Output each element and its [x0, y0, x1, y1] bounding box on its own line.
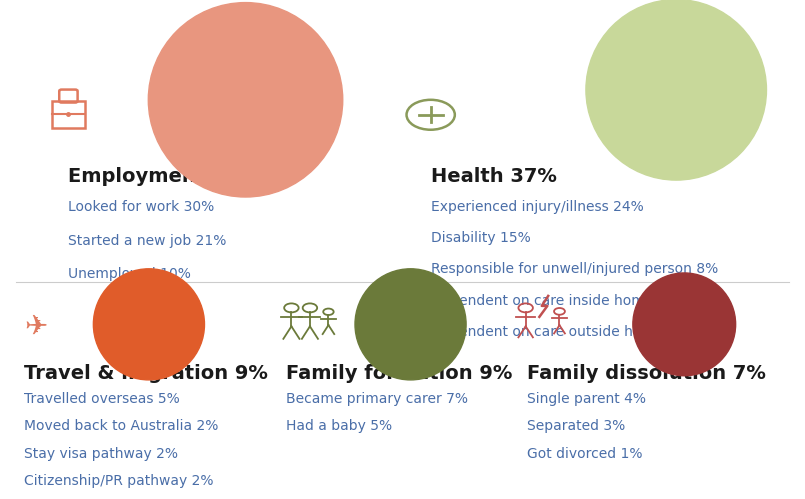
Text: Unemployed 10%: Unemployed 10% — [68, 267, 192, 281]
Text: ✈: ✈ — [25, 313, 47, 341]
Text: Looked for work 30%: Looked for work 30% — [68, 200, 215, 214]
Text: Experienced injury/illness 24%: Experienced injury/illness 24% — [431, 200, 643, 214]
Text: Single parent 4%: Single parent 4% — [527, 392, 646, 406]
Text: Had a baby 5%: Had a baby 5% — [286, 419, 392, 433]
Text: Employment 42%: Employment 42% — [68, 167, 259, 186]
Text: Travelled overseas 5%: Travelled overseas 5% — [24, 392, 180, 406]
Text: Stay visa pathway 2%: Stay visa pathway 2% — [24, 447, 178, 461]
Text: Travel & migration 9%: Travel & migration 9% — [24, 364, 268, 383]
Text: Health 37%: Health 37% — [431, 167, 556, 186]
Text: Started a new job 21%: Started a new job 21% — [68, 234, 227, 248]
Text: Got divorced 1%: Got divorced 1% — [527, 447, 642, 461]
Text: Responsible for unwell/injured person 8%: Responsible for unwell/injured person 8% — [431, 262, 718, 276]
Text: Citizenship/PR pathway 2%: Citizenship/PR pathway 2% — [24, 474, 213, 488]
Text: Moved back to Australia 2%: Moved back to Australia 2% — [24, 419, 218, 433]
Text: Family dissolution 7%: Family dissolution 7% — [527, 364, 766, 383]
Text: Dependent on care outside home 2%: Dependent on care outside home 2% — [431, 325, 689, 339]
Text: Disability 15%: Disability 15% — [431, 231, 530, 245]
Text: Became primary carer 7%: Became primary carer 7% — [286, 392, 468, 406]
Text: Dependent on care inside home 4%: Dependent on care inside home 4% — [431, 294, 679, 308]
Text: Family formation 9%: Family formation 9% — [286, 364, 512, 383]
Text: Separated 3%: Separated 3% — [527, 419, 625, 433]
